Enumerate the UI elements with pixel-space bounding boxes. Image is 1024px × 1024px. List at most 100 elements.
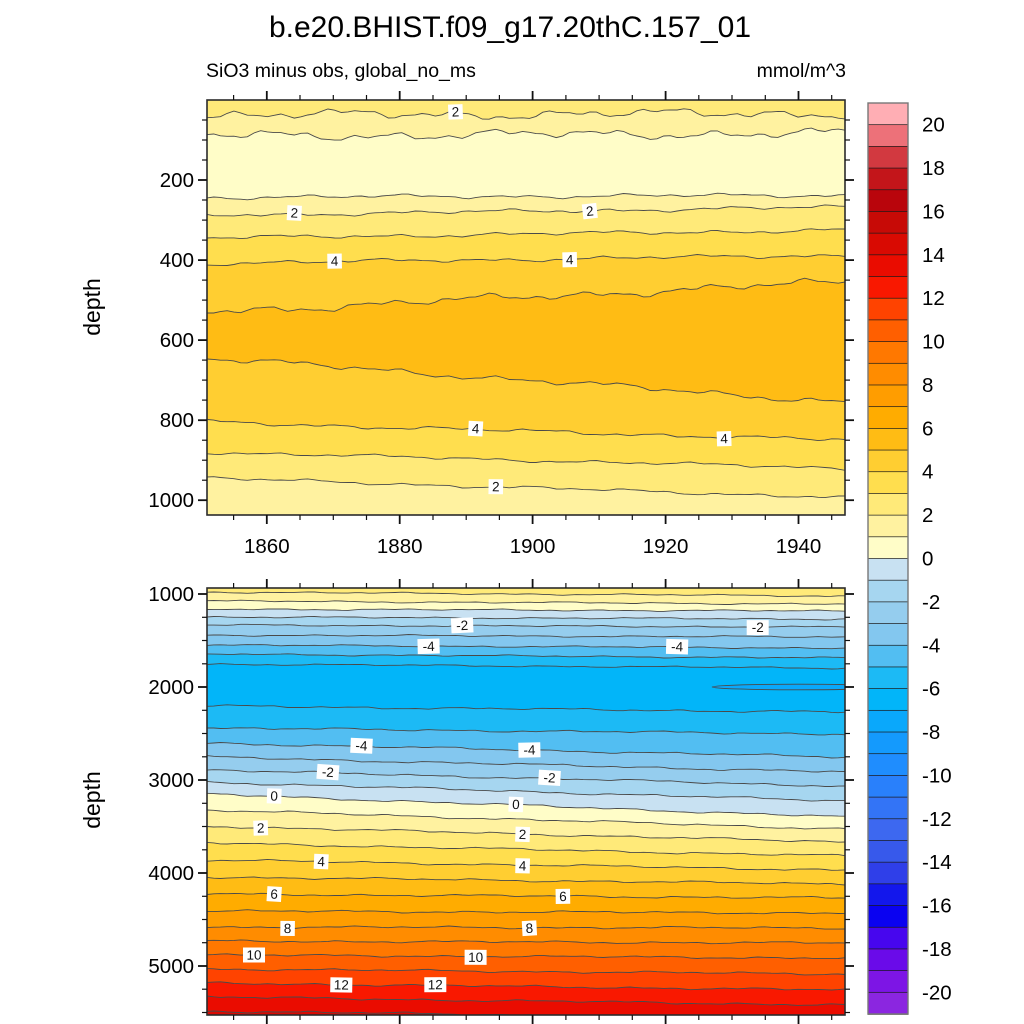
contour-label: 8 bbox=[521, 920, 538, 937]
contour-fill-area bbox=[207, 588, 845, 1015]
units-label: mmol/m^3 bbox=[756, 60, 846, 82]
x-tick-label: 1940 bbox=[776, 535, 822, 558]
x-tick-label: 1880 bbox=[377, 535, 423, 558]
svg-text:10: 10 bbox=[468, 950, 483, 965]
svg-text:4: 4 bbox=[331, 254, 339, 269]
y-tick-label: 2000 bbox=[148, 676, 194, 699]
colorbar-tick-label: 8 bbox=[922, 374, 933, 397]
contour-label: -4 bbox=[417, 638, 440, 655]
svg-text:4: 4 bbox=[566, 252, 574, 267]
plot-title: b.e20.BHIST.f09_g17.20thC.157_01 bbox=[268, 11, 752, 44]
svg-text:4: 4 bbox=[519, 858, 527, 873]
x-tick-label: 1860 bbox=[244, 535, 290, 558]
svg-text:6: 6 bbox=[559, 889, 567, 904]
contour-label: 4 bbox=[327, 253, 342, 269]
x-tick-label: 1920 bbox=[643, 535, 689, 558]
contour-label: 2 bbox=[286, 205, 302, 221]
colorbar-tick-label: 0 bbox=[922, 548, 933, 571]
colorbar-tick-label: -18 bbox=[922, 938, 952, 961]
contour-label: -4 bbox=[350, 737, 373, 754]
contour-label: 8 bbox=[280, 920, 295, 936]
contour-label: 2 bbox=[488, 479, 504, 494]
contour-label: 4 bbox=[716, 430, 732, 447]
y-tick-label: 600 bbox=[160, 329, 194, 352]
contour-label: 2 bbox=[253, 820, 269, 836]
y-tick-label: 400 bbox=[160, 249, 194, 272]
svg-text:2: 2 bbox=[290, 205, 298, 220]
svg-text:-2: -2 bbox=[321, 764, 334, 780]
contour-label: 4 bbox=[562, 252, 578, 267]
x-tick-label: 1900 bbox=[510, 535, 556, 558]
contour-label: 0 bbox=[266, 788, 282, 804]
colorbar-tick-label: 16 bbox=[922, 201, 945, 224]
colorbar-tick-label: 2 bbox=[922, 504, 933, 527]
colorbar: 20181614121086420-2-4-6-8-10-12-14-16-18… bbox=[867, 102, 952, 1015]
plot-subtitle: SiO3 minus obs, global_no_ms bbox=[206, 60, 476, 82]
svg-text:8: 8 bbox=[525, 921, 533, 936]
y-tick-label: 4000 bbox=[148, 862, 194, 885]
contour-label: 12 bbox=[424, 977, 447, 992]
svg-text:6: 6 bbox=[270, 886, 278, 901]
svg-text:0: 0 bbox=[512, 797, 520, 812]
colorbar-tick-label: -20 bbox=[922, 981, 952, 1004]
y-tick-label: 5000 bbox=[148, 955, 194, 978]
contour-label: 2 bbox=[515, 826, 531, 843]
panel-border bbox=[206, 587, 846, 1016]
colorbar-tick-label: -2 bbox=[922, 591, 940, 614]
contour-label: 12 bbox=[330, 977, 353, 993]
colorbar-tick-label: -10 bbox=[922, 764, 952, 787]
svg-text:2: 2 bbox=[492, 479, 500, 494]
svg-text:-4: -4 bbox=[422, 639, 435, 654]
axis-ticks bbox=[198, 91, 854, 524]
contour-label: -4 bbox=[665, 638, 689, 655]
colorbar-tick-label: -6 bbox=[922, 678, 940, 701]
colorbar-tick-label: -8 bbox=[922, 721, 940, 744]
svg-text:-4: -4 bbox=[671, 639, 684, 654]
contour-label: -2 bbox=[538, 769, 561, 786]
contour-label: -2 bbox=[746, 620, 769, 635]
svg-text:4: 4 bbox=[471, 421, 480, 436]
svg-text:-2: -2 bbox=[456, 618, 469, 634]
upper-contour-panel: 200 400 600 800 1000 1860 1880 1900 1920 1940 2 2 2 4… bbox=[148, 91, 854, 558]
contour-label: -2 bbox=[316, 763, 340, 781]
svg-text:8: 8 bbox=[284, 921, 292, 936]
colorbar-tick-label: 10 bbox=[922, 331, 945, 354]
svg-text:4: 4 bbox=[317, 854, 326, 869]
contour-label: 0 bbox=[508, 796, 524, 813]
svg-text:-4: -4 bbox=[355, 738, 368, 754]
svg-text:10: 10 bbox=[246, 948, 261, 963]
y-tick-label: 1000 bbox=[148, 583, 194, 606]
svg-text:-2: -2 bbox=[752, 620, 764, 635]
svg-text:-2: -2 bbox=[543, 770, 556, 786]
y-tick-label: 3000 bbox=[148, 769, 194, 792]
colorbar-tick-label: 20 bbox=[922, 114, 945, 137]
contour-label: 6 bbox=[266, 886, 282, 903]
panel-border bbox=[206, 99, 846, 516]
contour-label: 2 bbox=[447, 104, 464, 120]
svg-text:-4: -4 bbox=[523, 742, 536, 757]
contour-fill-area bbox=[207, 100, 845, 515]
closed-contour bbox=[711, 683, 845, 691]
colorbar-tick-label: -14 bbox=[922, 851, 952, 874]
lower-contour-panel: 1000 2000 3000 4000 5000 -2 -2 -4 -4 -4 -4 -2 -2 0 0 2 2… bbox=[148, 579, 854, 1024]
colorbar-tick-label: 12 bbox=[922, 287, 945, 310]
contour-label: 6 bbox=[555, 888, 571, 904]
contour-label: 4 bbox=[313, 853, 329, 870]
colorbar-tick-label: -4 bbox=[922, 634, 940, 657]
svg-text:12: 12 bbox=[334, 977, 349, 992]
colorbar-border bbox=[867, 102, 909, 1015]
svg-text:0: 0 bbox=[270, 788, 278, 803]
contour-label: -4 bbox=[518, 742, 541, 758]
y-tick-label: 200 bbox=[160, 169, 194, 192]
contour-label: 10 bbox=[242, 947, 266, 963]
contour-label: 4 bbox=[467, 420, 484, 437]
colorbar-tick-label: 4 bbox=[922, 461, 933, 484]
contour-label: -2 bbox=[450, 617, 474, 634]
y-tick-label: 1000 bbox=[148, 489, 194, 512]
contour-label: 2 bbox=[581, 202, 598, 220]
colorbar-tick-label: 14 bbox=[922, 244, 945, 267]
colorbar-tick-label: 18 bbox=[922, 157, 945, 180]
svg-text:4: 4 bbox=[720, 431, 728, 446]
